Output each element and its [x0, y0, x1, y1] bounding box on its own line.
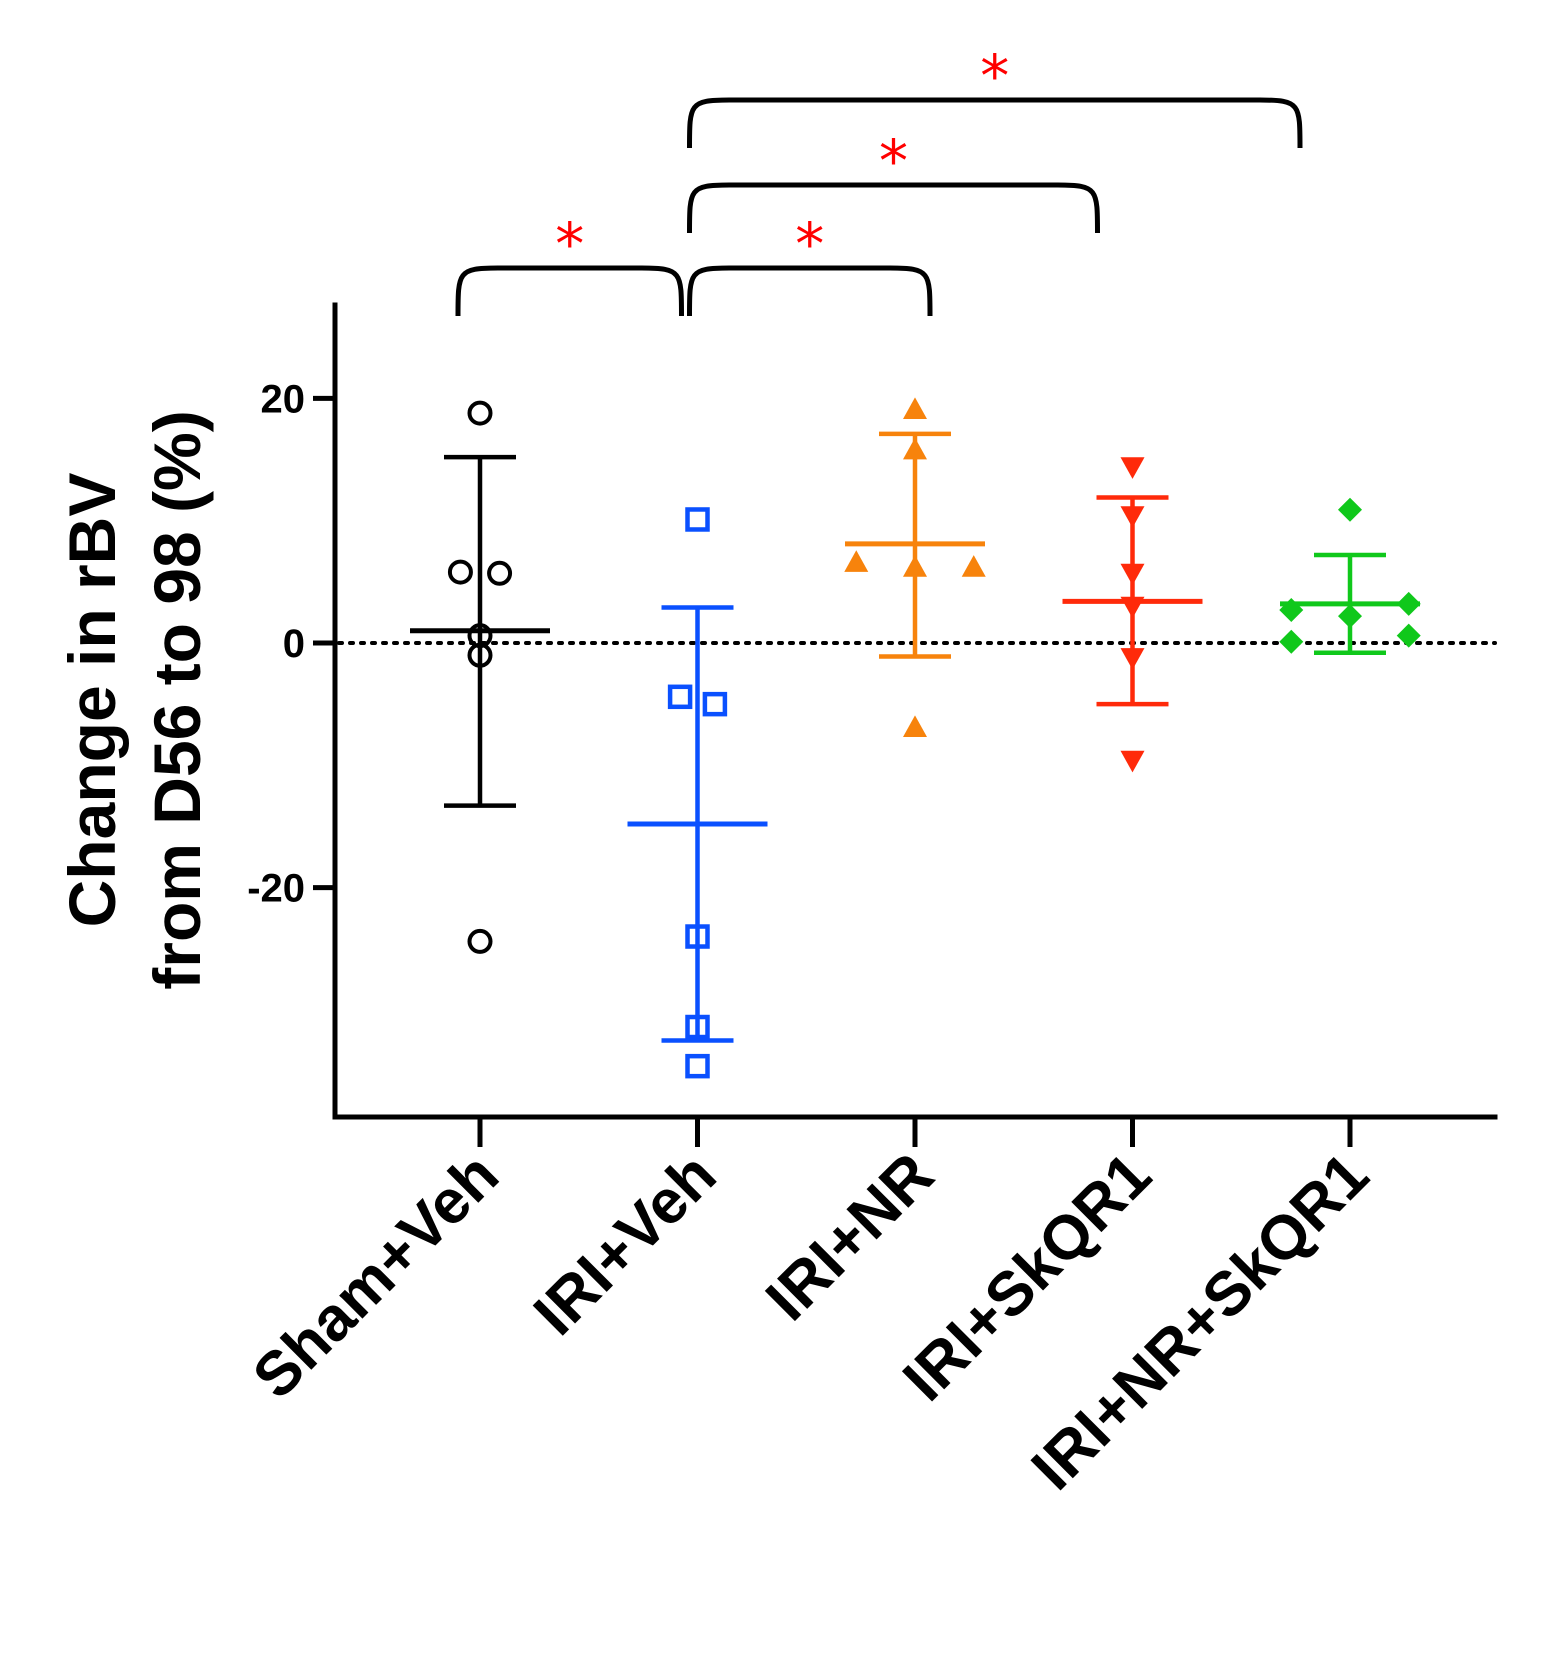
data-point	[1338, 604, 1362, 629]
significance-bracket	[455, 265, 684, 317]
data-point	[1120, 563, 1145, 586]
significance-bracket	[687, 182, 1100, 234]
significance-star: *	[555, 210, 584, 278]
data-point	[467, 642, 493, 668]
data-point	[844, 550, 869, 572]
data-point	[467, 400, 493, 426]
data-point	[1120, 750, 1145, 773]
data-point	[1120, 596, 1145, 619]
data-point	[1120, 457, 1145, 479]
data-point	[1120, 648, 1145, 670]
data-point	[702, 691, 728, 717]
significance-star: *	[879, 127, 908, 195]
y-axis-title-line-2: from D56 to 98 (%)	[140, 410, 214, 989]
data-point	[1396, 623, 1421, 648]
x-tick-label: Sham+Veh	[240, 1140, 512, 1412]
data-point	[1338, 497, 1362, 522]
x-tick-label: IRI+NR	[753, 1140, 947, 1334]
data-point	[685, 1053, 710, 1079]
data-point	[903, 397, 927, 420]
data-point	[1120, 506, 1145, 528]
significance-star: *	[795, 210, 824, 278]
data-point	[1279, 629, 1304, 654]
significance-star: *	[980, 42, 1009, 110]
significance-bracket	[687, 265, 933, 317]
data-point	[667, 684, 693, 710]
y-axis-title: Change in rBV from D56 to 98 (%)	[55, 410, 214, 989]
y-axis-title-line-1: Change in rBV	[55, 473, 129, 928]
data-point	[685, 507, 710, 532]
y-tick-label: 20	[261, 377, 306, 421]
data-point	[903, 555, 927, 577]
data-point	[685, 1014, 710, 1040]
data-point	[1396, 591, 1421, 616]
data-point	[467, 928, 493, 954]
data-point	[447, 559, 473, 585]
y-tick-label: 0	[283, 622, 305, 666]
significance-bracket	[687, 97, 1303, 149]
data-point	[1279, 597, 1304, 622]
data-point	[685, 924, 710, 949]
data-point	[961, 555, 986, 577]
data-point	[903, 715, 927, 737]
data-point	[487, 560, 513, 586]
x-tick-label: IRI+Veh	[521, 1140, 729, 1348]
y-tick-label: -20	[247, 867, 305, 911]
data-point	[903, 437, 927, 460]
